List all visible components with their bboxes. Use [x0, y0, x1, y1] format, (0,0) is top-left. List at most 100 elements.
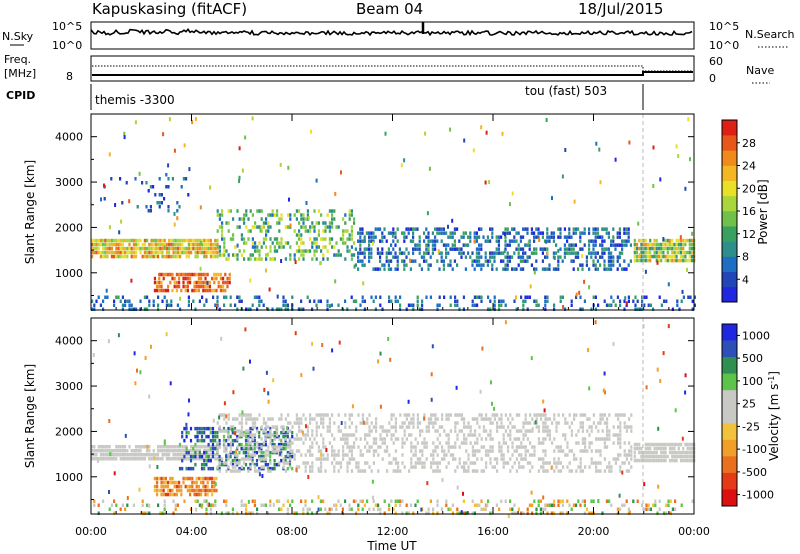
- range-cell: [577, 267, 580, 271]
- range-cell: [291, 466, 294, 471]
- range-cell: [649, 258, 652, 263]
- range-cell: [106, 250, 109, 255]
- range-cell: [117, 445, 120, 449]
- range-cell: [524, 453, 527, 457]
- range-cell: [132, 246, 135, 251]
- range-cell: [618, 243, 621, 247]
- range-cell: [187, 430, 190, 435]
- range-cell: [168, 303, 171, 307]
- range-cell: [489, 307, 492, 311]
- range-cell: [302, 221, 305, 225]
- range-cell: [124, 238, 127, 243]
- range-cell: [153, 488, 156, 493]
- range-cell: [646, 258, 650, 263]
- range-cell: [540, 413, 543, 417]
- range-cell: [371, 479, 374, 484]
- range-cell: [200, 476, 203, 481]
- range-cell: [178, 488, 181, 493]
- range-cell: [454, 299, 457, 303]
- range-cell: [517, 231, 520, 235]
- range-cell: [540, 417, 543, 421]
- range-cell: [218, 429, 221, 433]
- range-cell: [614, 157, 617, 162]
- range-cell: [581, 307, 584, 311]
- range-cell: [186, 288, 189, 293]
- range-cell: [337, 449, 340, 453]
- range-cell: [238, 413, 241, 417]
- range-cell: [563, 235, 566, 239]
- range-cell: [187, 453, 190, 457]
- range-cell: [204, 488, 207, 493]
- range-cell: [227, 229, 230, 233]
- range-cell: [152, 299, 155, 303]
- range-cell: [657, 426, 660, 431]
- range-cell: [97, 250, 100, 255]
- range-cell: [219, 276, 222, 281]
- range-cell: [688, 442, 691, 447]
- range-cell: [579, 413, 582, 417]
- range-cell: [256, 511, 259, 515]
- range-cell: [164, 484, 167, 489]
- range-cell: [431, 251, 434, 255]
- range-cell: [684, 442, 687, 447]
- range-cell: [205, 250, 208, 255]
- range-cell: [186, 280, 189, 285]
- range-cell: [167, 484, 170, 489]
- range-cell: [313, 253, 316, 257]
- range-cell: [110, 246, 113, 251]
- range-cell: [196, 430, 199, 435]
- range-cell: [572, 227, 575, 231]
- range-cell: [500, 417, 503, 421]
- range-cell: [326, 413, 329, 417]
- range-cell: [344, 433, 347, 437]
- range-cell: [603, 227, 606, 231]
- range-cell: [243, 457, 246, 461]
- range-cell: [156, 201, 159, 205]
- range-cell: [212, 503, 215, 507]
- range-cell: [666, 258, 669, 263]
- range-cell: [254, 433, 257, 437]
- range-cell: [232, 233, 235, 237]
- range-cell: [377, 445, 380, 449]
- range-cell: [495, 267, 498, 271]
- range-cell: [597, 421, 600, 425]
- range-cell: [190, 246, 193, 251]
- range-cell: [489, 417, 492, 421]
- range-cell: [651, 242, 654, 247]
- range-cell: [401, 511, 404, 515]
- range-cell: [511, 441, 514, 445]
- range-cell: [680, 299, 683, 303]
- range-cell: [143, 453, 146, 457]
- range-cell: [238, 299, 241, 303]
- range-cell: [434, 429, 437, 433]
- range-cell: [581, 449, 584, 453]
- range-cell: [664, 258, 667, 263]
- range-cell: [480, 413, 483, 417]
- range-cell: [584, 445, 587, 449]
- range-cell: [412, 453, 415, 457]
- range-cell: [587, 348, 590, 353]
- range-cell: [194, 238, 197, 243]
- range-cell: [557, 235, 560, 239]
- range-cell: [418, 251, 421, 255]
- range-cell: [221, 253, 224, 257]
- range-cell: [135, 246, 138, 251]
- range-cell: [463, 421, 466, 425]
- range-cell: [258, 253, 261, 257]
- range-cell: [513, 251, 516, 255]
- range-cell: [533, 413, 536, 417]
- range-cell: [449, 303, 452, 307]
- range-cell: [262, 225, 265, 229]
- range-cell: [575, 292, 578, 297]
- range-cell: [655, 258, 658, 263]
- range-cell: [134, 177, 137, 181]
- range-cell: [522, 299, 525, 303]
- range-cell: [495, 251, 498, 255]
- range-cell: [216, 213, 219, 217]
- range-cell: [506, 267, 509, 271]
- range-cell: [588, 511, 591, 515]
- range-cell: [559, 231, 562, 235]
- range-cell: [612, 441, 615, 445]
- range-cell: [502, 259, 505, 263]
- range-cell: [227, 417, 230, 421]
